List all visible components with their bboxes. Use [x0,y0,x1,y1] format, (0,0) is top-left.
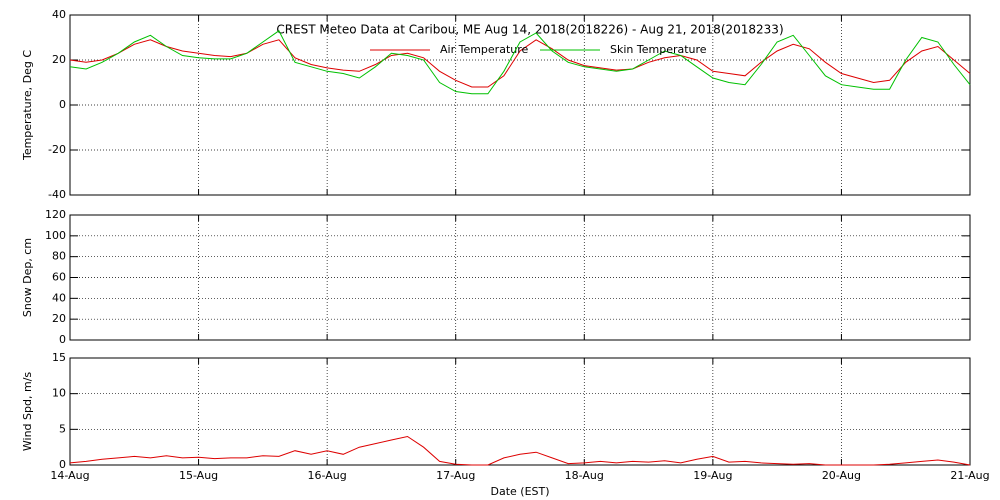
y-tick-label: 5 [59,422,66,435]
y-tick-label: 0 [59,333,66,346]
x-tick-label: 18-Aug [565,469,604,482]
y-axis-label: Temperature, Deg C [21,50,34,161]
y-tick-label: 0 [59,458,66,471]
y-tick-label: 40 [52,291,66,304]
series-line [69,30,971,95]
y-tick-label: 15 [52,351,66,364]
series-line [69,435,971,466]
y-tick-label: 120 [45,208,66,221]
y-tick-label: 20 [52,312,66,325]
x-axis-label: Date (EST) [490,485,549,498]
y-tick-label: -40 [48,188,66,201]
x-tick-label: 17-Aug [436,469,475,482]
x-tick-label: 21-Aug [950,469,989,482]
x-tick-label: 15-Aug [179,469,218,482]
x-tick-label: 14-Aug [50,469,89,482]
y-tick-label: 60 [52,271,66,284]
y-tick-label: 80 [52,250,66,263]
y-tick-label: 40 [52,8,66,21]
x-tick-label: 19-Aug [693,469,732,482]
y-tick-label: -20 [48,143,66,156]
y-tick-label: 0 [59,98,66,111]
chart-title: CREST Meteo Data at Caribou, ME Aug 14, … [276,23,783,37]
series-line [69,39,971,88]
y-axis-label: Snow Dep, cm [21,238,34,317]
x-tick-label: 16-Aug [308,469,347,482]
legend-label: Skin Temperature [610,43,707,56]
plot-frame [69,357,971,466]
x-tick-label: 20-Aug [822,469,861,482]
y-tick-label: 10 [52,387,66,400]
y-tick-label: 20 [52,53,66,66]
y-axis-label: Wind Spd, m/s [21,372,34,452]
y-tick-label: 100 [45,229,66,242]
legend-label: Air Temperature [440,43,529,56]
